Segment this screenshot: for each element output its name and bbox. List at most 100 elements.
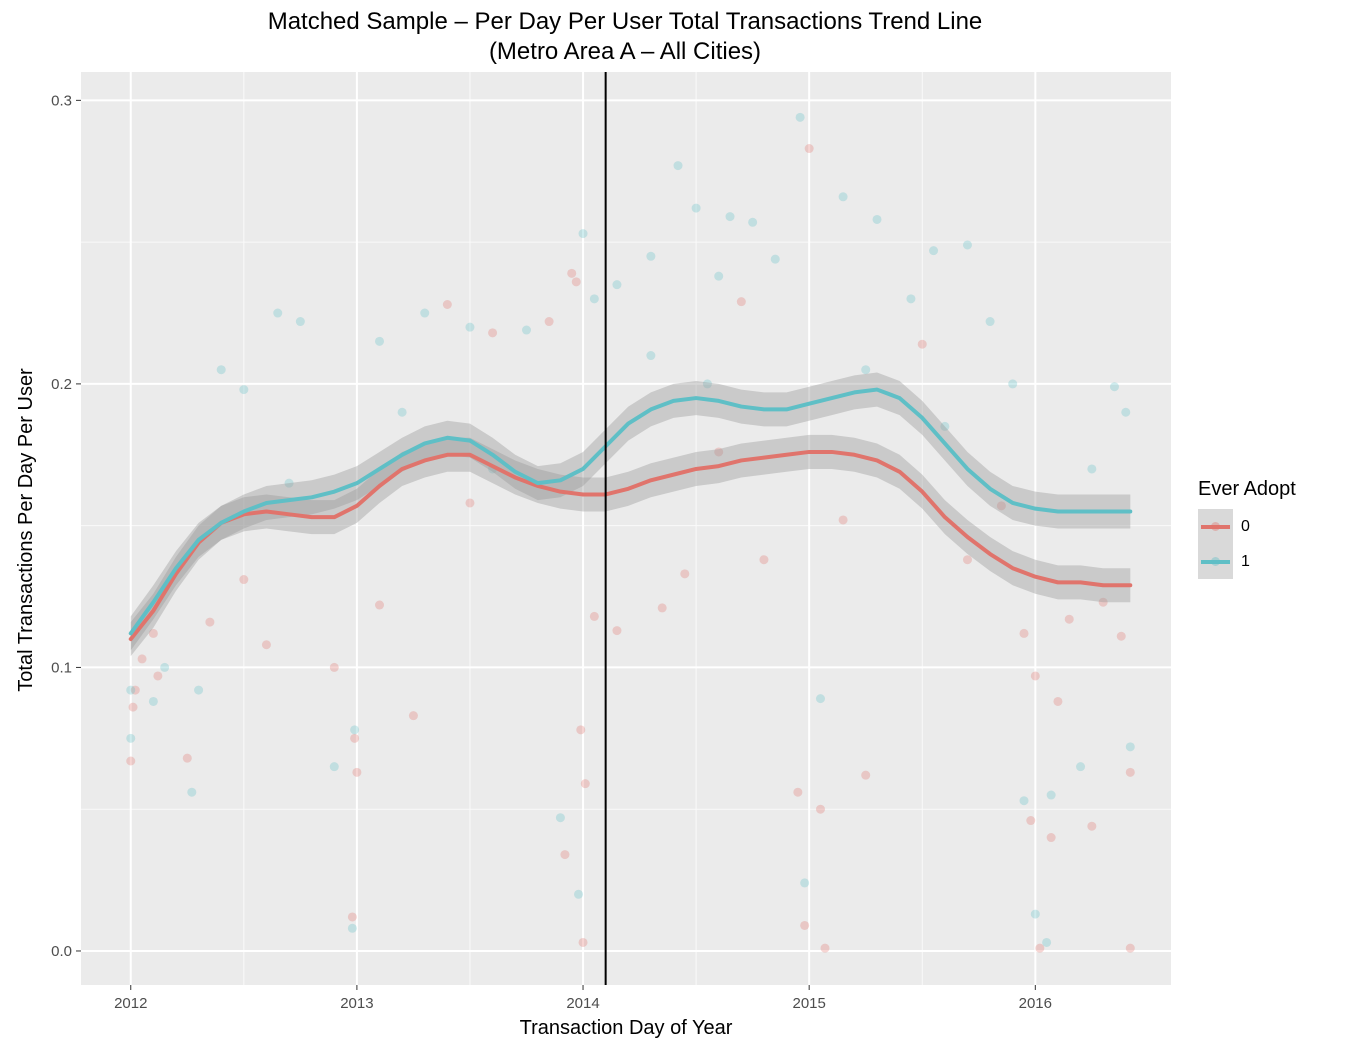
data-point-series-1	[795, 112, 805, 122]
x-tick-label: 2014	[566, 995, 599, 1012]
data-point-series-0	[861, 770, 871, 780]
data-point-series-1	[273, 308, 283, 318]
data-point-series-0	[153, 671, 163, 681]
legend-title: Ever Adopt	[1198, 478, 1296, 500]
data-point-series-1	[1121, 407, 1131, 417]
data-point-series-1	[1125, 742, 1135, 752]
data-point-series-1	[1030, 909, 1040, 919]
data-point-series-1	[962, 240, 972, 250]
data-point-series-1	[691, 203, 701, 213]
data-point-series-0	[578, 937, 588, 947]
data-point-series-0	[182, 753, 192, 763]
data-point-series-0	[126, 756, 136, 766]
y-tick-label: 0.3	[51, 92, 72, 109]
legend-key-0	[1198, 509, 1233, 544]
data-point-series-0	[488, 328, 498, 338]
data-point-series-1	[612, 280, 622, 290]
x-axis-title: Transaction Day of Year	[520, 1017, 733, 1039]
data-point-series-0	[1125, 943, 1135, 953]
data-point-series-0	[1125, 767, 1135, 777]
data-point-series-1	[906, 294, 916, 304]
data-point-series-0	[996, 501, 1006, 511]
confidence-ribbon-series-0	[130, 434, 1131, 657]
data-point-series-1	[375, 336, 385, 346]
data-point-series-1	[574, 889, 584, 899]
trend-lines	[128, 387, 1133, 642]
data-point-series-1	[589, 294, 599, 304]
data-point-series-0	[804, 144, 814, 154]
legend-item-1: 1	[1198, 544, 1296, 579]
legend-key-1	[1198, 544, 1233, 579]
data-point-series-1	[1076, 762, 1086, 772]
data-point-series-0	[350, 733, 360, 743]
data-point-series-1	[1019, 796, 1029, 806]
confidence-ribbon-series-1	[130, 372, 1131, 651]
data-point-series-1	[985, 317, 995, 327]
data-point-series-1	[815, 694, 825, 704]
data-point-series-1	[770, 254, 780, 264]
major-gridlines	[81, 72, 1171, 985]
data-point-series-1	[872, 214, 882, 224]
data-point-series-1	[838, 192, 848, 202]
data-point-series-0	[759, 555, 769, 565]
data-point-series-1	[725, 212, 735, 222]
data-point-series-0	[567, 268, 577, 278]
data-point-series-1	[126, 733, 136, 743]
data-point-series-1	[350, 725, 360, 735]
data-point-series-0	[800, 920, 810, 930]
data-point-series-1	[1046, 790, 1056, 800]
data-point-series-0	[465, 498, 475, 508]
data-point-series-1	[929, 246, 939, 256]
data-point-series-0	[352, 767, 362, 777]
data-point-series-0	[347, 912, 357, 922]
chart-title-line-1: Matched Sample – Per Day Per User Total …	[267, 8, 983, 35]
data-point-series-1	[673, 161, 683, 171]
data-point-series-1	[800, 878, 810, 888]
confidence-ribbons	[130, 372, 1131, 657]
data-point-series-1	[521, 325, 531, 335]
data-point-series-0	[680, 569, 690, 579]
data-point-series-1	[465, 322, 475, 332]
data-point-series-0	[1064, 614, 1074, 624]
data-point-series-1	[578, 229, 588, 239]
data-point-series-1	[216, 365, 226, 375]
y-axis-title: Total Transactions Per Day Per User	[15, 368, 37, 692]
data-point-series-1	[126, 685, 136, 695]
data-point-series-0	[1019, 628, 1029, 638]
data-point-series-0	[148, 628, 158, 638]
data-point-series-1	[194, 685, 204, 695]
data-point-series-0	[1035, 943, 1045, 953]
data-point-series-1	[555, 813, 565, 823]
data-point-series-1	[714, 271, 724, 281]
data-point-series-1	[1042, 937, 1052, 947]
data-point-series-0	[442, 300, 452, 310]
legend-label-0: 0	[1241, 517, 1250, 535]
data-point-series-0	[205, 617, 215, 627]
data-point-series-1	[397, 407, 407, 417]
data-point-series-0	[1026, 816, 1036, 826]
data-point-series-0	[580, 779, 590, 789]
x-axis-ticks: 2012 2013 2014 2015 2016	[114, 985, 1052, 1012]
data-point-series-0	[560, 850, 570, 860]
x-tick-label: 2012	[114, 995, 147, 1012]
data-point-series-0	[544, 317, 554, 327]
legend: Ever Adopt 0 1	[1198, 478, 1296, 579]
data-point-series-0	[815, 804, 825, 814]
data-point-series-0	[820, 943, 830, 953]
y-tick-label: 0.1	[51, 659, 72, 676]
data-point-series-1	[1087, 464, 1097, 474]
data-point-series-0	[261, 640, 271, 650]
data-point-series-1	[148, 696, 158, 706]
data-point-series-0	[1053, 696, 1063, 706]
data-point-series-0	[962, 555, 972, 565]
data-point-series-0	[1030, 671, 1040, 681]
data-point-series-1	[748, 217, 758, 227]
data-point-series-0	[329, 662, 339, 672]
legend-label-1: 1	[1241, 552, 1250, 570]
data-point-series-0	[612, 626, 622, 636]
x-tick-label: 2013	[340, 995, 373, 1012]
data-point-series-1	[646, 251, 656, 261]
y-axis-ticks: 0.0 0.1 0.2 0.3	[51, 92, 81, 960]
data-point-series-0	[736, 297, 746, 307]
data-point-series-1	[295, 317, 305, 327]
